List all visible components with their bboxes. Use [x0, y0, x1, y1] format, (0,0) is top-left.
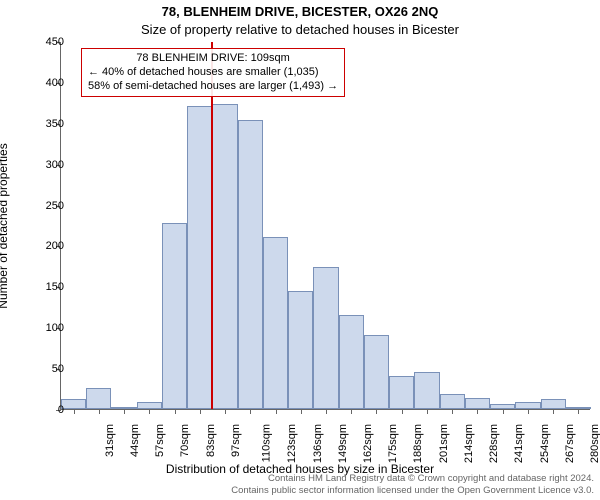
x-tick	[528, 409, 529, 414]
y-tick-label: 150	[46, 281, 64, 293]
footer-line2: Contains public sector information licen…	[231, 485, 594, 497]
x-tick-label: 136sqm	[312, 424, 324, 463]
y-tick-label: 400	[46, 77, 64, 89]
x-tick-label: 149sqm	[337, 424, 349, 463]
x-tick	[578, 409, 579, 414]
x-tick-label: 280sqm	[589, 424, 600, 463]
chart-root: 78, BLENHEIM DRIVE, BICESTER, OX26 2NQ S…	[0, 0, 600, 500]
histogram-bar	[440, 394, 465, 409]
y-tick-label: 100	[46, 322, 64, 334]
histogram-bar	[137, 402, 162, 409]
x-tick	[477, 409, 478, 414]
attribution-footer: Contains HM Land Registry data © Crown c…	[231, 473, 594, 497]
annotation-line: 78 BLENHEIM DRIVE: 109sqm	[88, 52, 338, 66]
histogram-bar	[86, 388, 111, 409]
y-tick-label: 250	[46, 200, 64, 212]
x-tick	[200, 409, 201, 414]
x-tick-label: 228sqm	[488, 424, 500, 463]
x-tick	[175, 409, 176, 414]
histogram-bar	[162, 223, 187, 409]
title-description: Size of property relative to detached ho…	[0, 22, 600, 37]
x-tick-label: 57sqm	[154, 424, 166, 457]
x-tick	[124, 409, 125, 414]
histogram-bar	[263, 237, 288, 409]
x-tick-label: 70sqm	[179, 424, 191, 457]
x-tick-label: 97sqm	[230, 424, 242, 457]
histogram-bar	[389, 376, 414, 409]
x-tick-label: 162sqm	[362, 424, 374, 463]
annotation-line: 58% of semi-detached houses are larger (…	[88, 80, 338, 94]
footer-line1: Contains HM Land Registry data © Crown c…	[231, 473, 594, 485]
y-tick-label: 350	[46, 118, 64, 130]
y-tick-label: 450	[46, 36, 64, 48]
x-tick-label: 214sqm	[463, 424, 475, 463]
x-tick	[225, 409, 226, 414]
x-tick	[301, 409, 302, 414]
x-tick	[351, 409, 352, 414]
histogram-bar	[313, 267, 338, 409]
histogram-bar	[414, 372, 439, 409]
histogram-bar	[238, 120, 263, 409]
x-tick-label: 83sqm	[205, 424, 217, 457]
x-tick-label: 254sqm	[539, 424, 551, 463]
x-tick-label: 110sqm	[260, 424, 272, 462]
x-tick-label: 123sqm	[286, 424, 298, 463]
x-tick	[74, 409, 75, 414]
annotation-line: ← 40% of detached houses are smaller (1,…	[88, 66, 338, 80]
histogram-bar	[187, 106, 212, 409]
x-tick-label: 267sqm	[564, 424, 576, 463]
plot-area: 78 BLENHEIM DRIVE: 109sqm← 40% of detach…	[60, 42, 590, 410]
x-tick	[503, 409, 504, 414]
histogram-bar	[465, 398, 490, 409]
x-tick	[149, 409, 150, 414]
y-axis-label: Number of detached properties	[0, 143, 10, 308]
x-tick-label: 188sqm	[413, 424, 425, 463]
y-tick-label: 50	[52, 363, 64, 375]
x-tick	[402, 409, 403, 414]
x-tick	[326, 409, 327, 414]
y-tick-label: 0	[58, 404, 64, 416]
x-tick	[250, 409, 251, 414]
x-tick	[553, 409, 554, 414]
x-tick-label: 201sqm	[438, 424, 450, 463]
x-tick-label: 175sqm	[387, 424, 399, 463]
x-tick	[376, 409, 377, 414]
histogram-bar	[339, 315, 364, 409]
x-tick	[276, 409, 277, 414]
plot-inner: 78 BLENHEIM DRIVE: 109sqm← 40% of detach…	[60, 42, 590, 410]
title-address: 78, BLENHEIM DRIVE, BICESTER, OX26 2NQ	[0, 4, 600, 19]
y-tick-label: 200	[46, 240, 64, 252]
x-tick	[452, 409, 453, 414]
x-tick-label: 241sqm	[514, 424, 526, 463]
annotation-box: 78 BLENHEIM DRIVE: 109sqm← 40% of detach…	[81, 48, 345, 97]
histogram-bar	[212, 104, 237, 409]
y-tick-label: 300	[46, 159, 64, 171]
histogram-bar	[288, 291, 313, 409]
x-tick-label: 31sqm	[104, 424, 116, 457]
histogram-bar	[61, 399, 86, 409]
histogram-bar	[364, 335, 389, 409]
x-tick-label: 44sqm	[129, 424, 141, 457]
histogram-bar	[541, 399, 566, 409]
x-tick	[99, 409, 100, 414]
x-tick	[427, 409, 428, 414]
